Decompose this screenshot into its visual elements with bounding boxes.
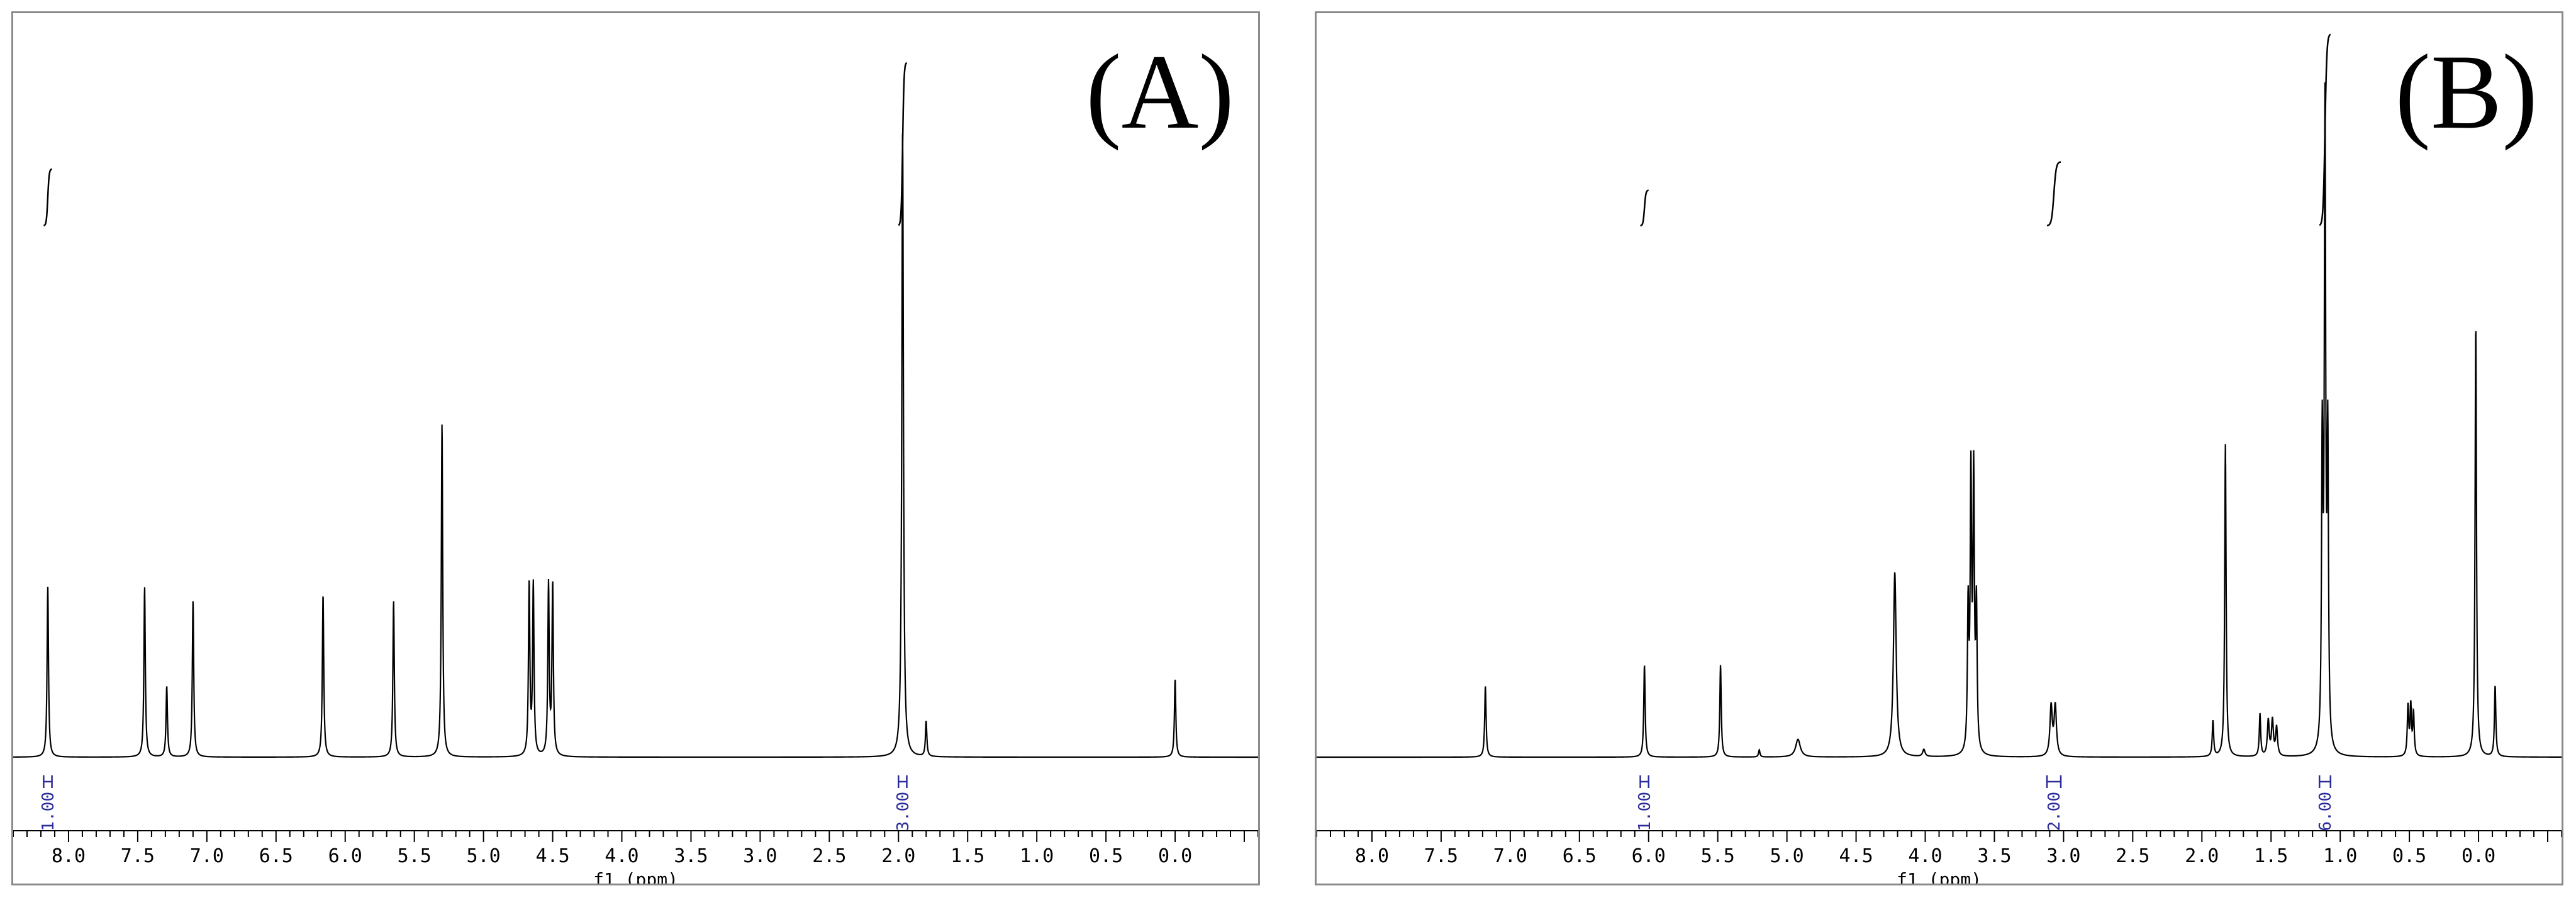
x-tick-label: 8.0 (1355, 845, 1389, 867)
x-tick-label: 3.0 (743, 845, 777, 867)
x-axis-title: f1 (ppm) (593, 869, 678, 884)
integral-curve (2319, 33, 2331, 226)
integral-bracket (1639, 775, 1649, 788)
integral-curve (1640, 189, 1649, 227)
integral-value-label: 2.00 (2045, 792, 2064, 831)
x-tick-label: 6.0 (1632, 845, 1666, 867)
spectrum-trace (1317, 82, 2562, 758)
x-tick-label: 0.5 (1089, 845, 1123, 867)
x-tick-label: 2.5 (812, 845, 846, 867)
x-tick-label: 6.5 (1563, 845, 1597, 867)
integral-curve (43, 168, 52, 226)
x-tick-label: 4.5 (1839, 845, 1873, 867)
x-tick-label: 4.5 (535, 845, 569, 867)
x-tick-label: 7.5 (1424, 845, 1458, 867)
x-tick-label: 6.5 (259, 845, 293, 867)
x-tick-label: 5.0 (1770, 845, 1804, 867)
x-tick-label: 0.5 (2392, 845, 2426, 867)
panel-label: (B) (2395, 33, 2538, 151)
integral-value-label: 3.00 (894, 792, 913, 831)
x-tick-label: 2.0 (881, 845, 915, 867)
x-tick-label: 2.0 (2185, 845, 2219, 867)
integral-value-label: 1.00 (39, 792, 58, 831)
x-tick-label: 8.0 (52, 845, 86, 867)
x-tick-label: 4.0 (605, 845, 638, 867)
panel-label: (A) (1086, 33, 1234, 151)
x-tick-label: 6.0 (328, 845, 362, 867)
integral-bracket (2046, 775, 2062, 788)
nmr-spectrum-panel-a: 1.00 3.00 8.0 7.5 7.0 6.5 6.0 5.5 5.0 4.5 4.0 3.5 3.… (11, 11, 1260, 885)
integral-curve (898, 62, 908, 226)
x-tick-label: 3.5 (1977, 845, 2011, 867)
integral-value-label: 1.00 (1636, 792, 1654, 831)
nmr-chart-b: 1.00 2.00 6.00 8.0 7.5 7.0 6.5 6.0 5.5 5.0 4.5 4.0 3… (1317, 33, 2562, 884)
integral-bracket (43, 775, 53, 788)
spectrum-trace (13, 133, 1258, 758)
x-tick-label: 5.0 (467, 845, 501, 867)
x-tick-label: 1.0 (2323, 845, 2357, 867)
nmr-chart-a: 1.00 3.00 8.0 7.5 7.0 6.5 6.0 5.5 5.0 4.5 4.0 3.5 3.… (13, 33, 1258, 884)
x-tick-label: 2.5 (2116, 845, 2149, 867)
x-tick-label: 0.0 (2462, 845, 2495, 867)
x-tick-label: 7.0 (1493, 845, 1527, 867)
x-tick-label: 5.5 (1701, 845, 1735, 867)
x-tick-label: 1.5 (951, 845, 984, 867)
integral-bracket (2318, 775, 2332, 788)
integral-bracket (898, 775, 908, 788)
x-tick-label: 0.0 (1158, 845, 1192, 867)
x-tick-label: 1.0 (1020, 845, 1054, 867)
x-tick-label: 5.5 (398, 845, 432, 867)
x-tick-label: 3.0 (2046, 845, 2080, 867)
x-tick-label: 4.0 (1908, 845, 1942, 867)
x-tick-label: 1.5 (2254, 845, 2288, 867)
x-tick-label: 7.5 (121, 845, 155, 867)
x-axis-title: f1 (ppm) (1897, 869, 1982, 884)
nmr-spectrum-panel-b: 1.00 2.00 6.00 8.0 7.5 7.0 6.5 6.0 5.5 5.0 4.5 4.0 3… (1315, 11, 2563, 885)
x-tick-label: 3.5 (674, 845, 708, 867)
integral-value-label: 6.00 (2316, 792, 2335, 831)
x-tick-label: 7.0 (190, 845, 224, 867)
integral-curve (2046, 161, 2061, 226)
